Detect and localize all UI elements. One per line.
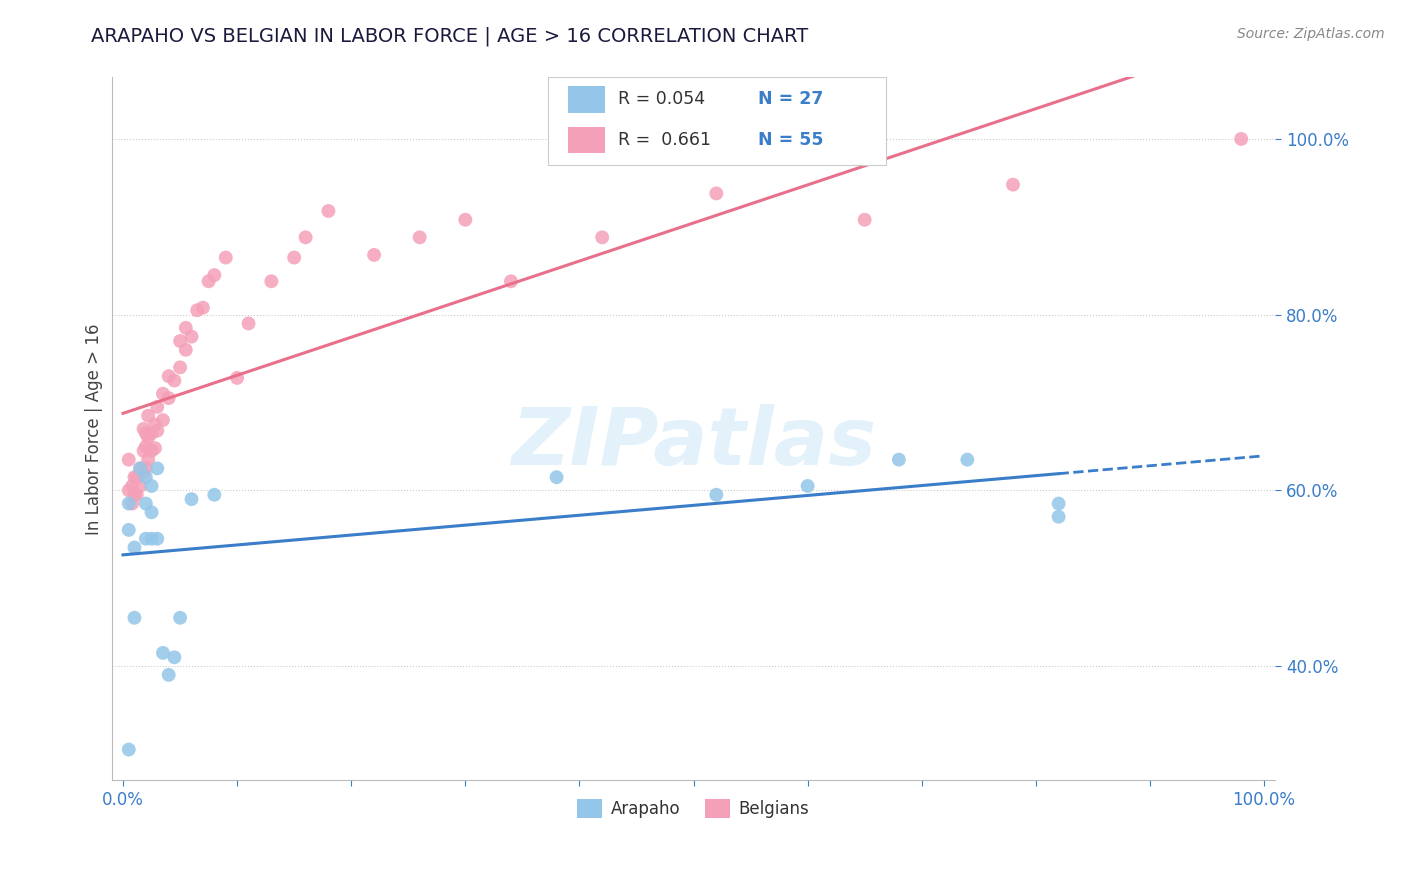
Point xyxy=(408,230,430,244)
Point xyxy=(499,274,522,288)
Point xyxy=(318,204,340,219)
Point xyxy=(157,369,180,384)
Point xyxy=(141,426,163,441)
Point xyxy=(152,413,174,427)
Point xyxy=(180,329,202,343)
Point xyxy=(191,301,214,315)
Point xyxy=(169,334,191,348)
Point xyxy=(141,479,163,493)
Point xyxy=(853,212,876,227)
Point xyxy=(135,439,157,453)
Point xyxy=(1001,178,1024,192)
Point xyxy=(118,497,141,511)
Point xyxy=(174,321,197,335)
Point xyxy=(283,251,305,265)
Text: R = 0.054: R = 0.054 xyxy=(617,90,704,108)
Point xyxy=(125,470,148,484)
Point xyxy=(294,230,316,244)
Point xyxy=(146,424,169,438)
Point xyxy=(141,505,163,519)
Point xyxy=(704,186,727,201)
Point xyxy=(146,400,169,414)
Point xyxy=(174,343,197,357)
Point xyxy=(125,488,148,502)
Text: N = 55: N = 55 xyxy=(758,131,823,149)
Point xyxy=(180,492,202,507)
Point xyxy=(118,523,141,537)
Point xyxy=(135,461,157,475)
FancyBboxPatch shape xyxy=(568,127,605,153)
Point xyxy=(124,541,146,555)
Point xyxy=(1047,497,1070,511)
Point xyxy=(956,452,979,467)
Point xyxy=(1230,132,1253,146)
Point xyxy=(146,461,169,475)
Point xyxy=(152,386,174,401)
Text: R =  0.661: R = 0.661 xyxy=(617,131,711,149)
Point xyxy=(238,317,260,331)
Point xyxy=(591,230,613,244)
Point xyxy=(546,470,568,484)
Point xyxy=(136,452,159,467)
Point xyxy=(146,532,169,546)
Point xyxy=(163,374,186,388)
Point xyxy=(197,274,219,288)
Legend: Arapaho, Belgians: Arapaho, Belgians xyxy=(571,792,817,825)
Point xyxy=(202,488,225,502)
Point xyxy=(132,443,155,458)
Point xyxy=(121,479,143,493)
Point xyxy=(215,251,238,265)
Point xyxy=(704,488,727,502)
Text: Source: ZipAtlas.com: Source: ZipAtlas.com xyxy=(1237,27,1385,41)
Point xyxy=(121,497,143,511)
Point xyxy=(454,212,477,227)
Point xyxy=(141,532,163,546)
Point xyxy=(124,488,146,502)
Point xyxy=(163,650,186,665)
Point xyxy=(135,497,157,511)
Point xyxy=(363,248,385,262)
Point xyxy=(135,470,157,484)
Point xyxy=(118,452,141,467)
Point xyxy=(141,443,163,458)
Point xyxy=(143,417,166,432)
Point xyxy=(118,742,141,756)
Point xyxy=(260,274,283,288)
Point xyxy=(124,611,146,625)
Point xyxy=(202,268,225,282)
Point xyxy=(887,452,910,467)
Point xyxy=(796,479,818,493)
Point xyxy=(132,422,155,436)
Point xyxy=(118,483,141,498)
Y-axis label: In Labor Force | Age > 16: In Labor Force | Age > 16 xyxy=(86,323,103,534)
Text: ARAPAHO VS BELGIAN IN LABOR FORCE | AGE > 16 CORRELATION CHART: ARAPAHO VS BELGIAN IN LABOR FORCE | AGE … xyxy=(91,27,808,46)
Point xyxy=(132,466,155,480)
Point xyxy=(143,441,166,455)
FancyBboxPatch shape xyxy=(548,78,886,165)
Point xyxy=(135,532,157,546)
Point xyxy=(135,426,157,441)
Text: N = 27: N = 27 xyxy=(758,90,823,108)
Point xyxy=(136,409,159,423)
Text: ZIPatlas: ZIPatlas xyxy=(510,404,876,482)
Point xyxy=(136,431,159,445)
Point xyxy=(157,391,180,405)
Point xyxy=(1047,509,1070,524)
FancyBboxPatch shape xyxy=(568,86,605,112)
Point xyxy=(152,646,174,660)
Point xyxy=(169,360,191,375)
Point xyxy=(124,470,146,484)
Point xyxy=(129,461,152,475)
Point xyxy=(226,371,249,385)
Point xyxy=(169,611,191,625)
Point xyxy=(186,303,208,318)
Point xyxy=(129,461,152,475)
Point xyxy=(129,479,152,493)
Point xyxy=(157,668,180,682)
